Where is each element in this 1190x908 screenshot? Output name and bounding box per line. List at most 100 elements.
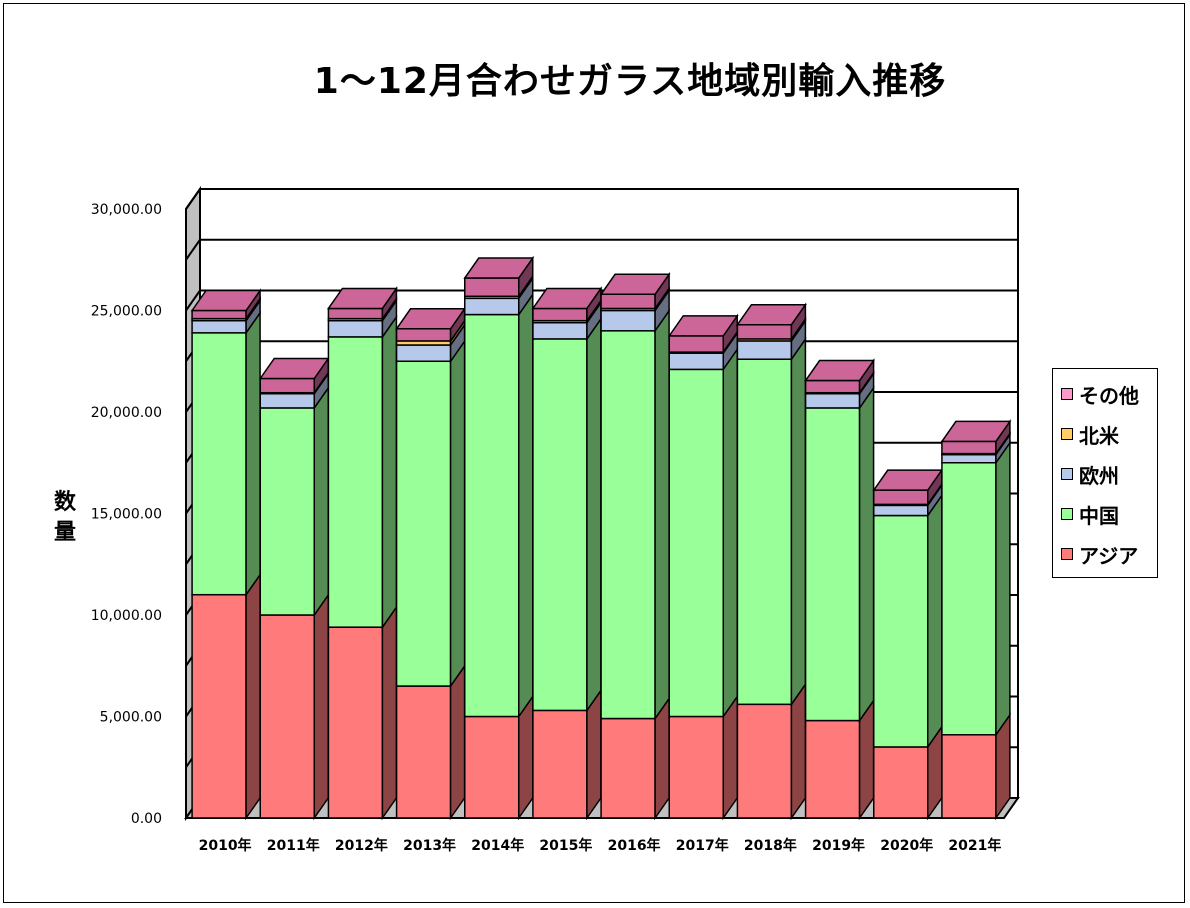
y-tick-label: 5,000.00	[100, 710, 162, 726]
bar-segment	[464, 277, 520, 298]
bar-segment-side	[313, 592, 329, 821]
bar-top	[463, 257, 535, 279]
bar-segment-side	[790, 681, 807, 821]
y-tick-label: 15,000.00	[91, 507, 162, 523]
legend-swatch-china	[1061, 508, 1073, 520]
bar-segment	[259, 392, 315, 409]
bar-segment	[736, 703, 793, 819]
bar-top	[599, 273, 671, 296]
bar-segment	[600, 293, 656, 310]
gridline-side	[185, 188, 201, 210]
bar-segment	[532, 307, 588, 322]
bar-segment	[873, 504, 929, 517]
bar-segment	[668, 335, 724, 353]
bar-segment-side	[313, 385, 329, 618]
x-tick-label: 2012年	[335, 837, 388, 854]
bar-segment	[668, 352, 724, 371]
chart-title: 1～12月合わせガラス地域別輸入推移	[313, 61, 947, 102]
legend: その他 北米 欧州 中国 アジア	[1052, 368, 1158, 578]
bar-segment	[736, 358, 793, 706]
bar-top	[804, 359, 876, 382]
x-tick-label: 2010年	[199, 837, 252, 854]
x-tick-label: 2021年	[948, 837, 1001, 854]
legend-swatch-asia	[1061, 548, 1073, 560]
x-tick-label: 2017年	[676, 837, 729, 854]
bar-segment	[191, 319, 247, 334]
bar-segment	[804, 379, 861, 394]
bar-segment	[941, 734, 997, 819]
y-tick-label: 25,000.00	[91, 304, 162, 320]
bar-segment	[941, 440, 997, 455]
bar-segment	[395, 328, 452, 342]
bar-segment-side	[586, 688, 602, 821]
bar-top	[531, 287, 603, 310]
y-tick-label: 10,000.00	[91, 608, 162, 624]
bar-segment-side	[790, 336, 807, 707]
bar-top	[326, 287, 398, 310]
bar-segment	[259, 407, 315, 616]
bar-segment-side	[449, 338, 466, 689]
x-tick-label: 2011年	[267, 837, 320, 854]
legend-item-other: その他	[1061, 379, 1139, 409]
bar-segment-side	[927, 493, 943, 750]
bar-segment	[395, 685, 452, 819]
legend-item-asia: アジア	[1061, 539, 1138, 569]
y-axis-label: 数量	[53, 490, 76, 545]
legend-item-china: 中国	[1061, 499, 1119, 529]
bar-segment	[532, 709, 588, 819]
bar-segment	[464, 715, 520, 819]
bar-segment	[941, 462, 997, 736]
x-tick-label: 2014年	[471, 837, 524, 854]
bar-segment	[464, 297, 520, 316]
bar-segment	[327, 336, 384, 628]
x-tick-label: 2019年	[812, 837, 865, 854]
bar-segment	[736, 340, 793, 360]
bar-segment	[191, 593, 247, 819]
legend-swatch-north-america	[1061, 428, 1073, 440]
y-tick-label: 30,000.00	[91, 202, 162, 218]
bar-top	[940, 420, 1012, 443]
legend-label-europe: 欧州	[1079, 463, 1119, 488]
bar-segment	[873, 514, 929, 748]
bar-segment	[600, 330, 656, 720]
bar-segment	[873, 489, 929, 506]
x-tick-label: 2016年	[608, 837, 661, 854]
bar-segment	[327, 626, 384, 819]
legend-label-other: その他	[1079, 383, 1139, 408]
bar-segment-side	[518, 292, 534, 719]
bar-segment	[327, 307, 384, 320]
bar-segment	[464, 313, 520, 718]
bar-segment	[395, 344, 452, 363]
x-tick-label: 2020年	[880, 837, 933, 854]
bar-segment	[736, 323, 793, 340]
legend-swatch-other	[1061, 388, 1073, 400]
y-tick-label: 20,000.00	[91, 405, 162, 421]
bar-segment	[804, 392, 861, 409]
bar-segment	[668, 368, 724, 718]
legend-swatch-europe	[1061, 468, 1073, 480]
bar-segment-side	[722, 346, 738, 719]
bar-segment	[191, 332, 247, 596]
bar-segment	[259, 614, 315, 819]
bar-segment	[327, 319, 384, 338]
bar-segment	[259, 377, 315, 394]
bar-segment	[804, 407, 861, 722]
bar-segment-side	[381, 604, 398, 821]
legend-label-north-america: 北米	[1079, 423, 1119, 448]
bar-segment	[941, 453, 997, 464]
gridline-side	[185, 289, 201, 312]
y-tick-label: 0.00	[131, 811, 162, 827]
bar-segment	[804, 719, 861, 819]
bar-segment-side	[245, 310, 261, 598]
gridline-side	[185, 239, 201, 261]
bar-segment-side	[858, 385, 875, 723]
bar-segment	[191, 309, 247, 320]
bar-segment-side	[654, 308, 670, 721]
bar-top	[667, 315, 739, 337]
bar-segment	[532, 338, 588, 712]
bar-segment-side	[449, 663, 466, 821]
x-tick-label: 2013年	[403, 837, 456, 854]
bar-segment-side	[381, 314, 398, 630]
x-tick-label: 2015年	[539, 837, 592, 854]
